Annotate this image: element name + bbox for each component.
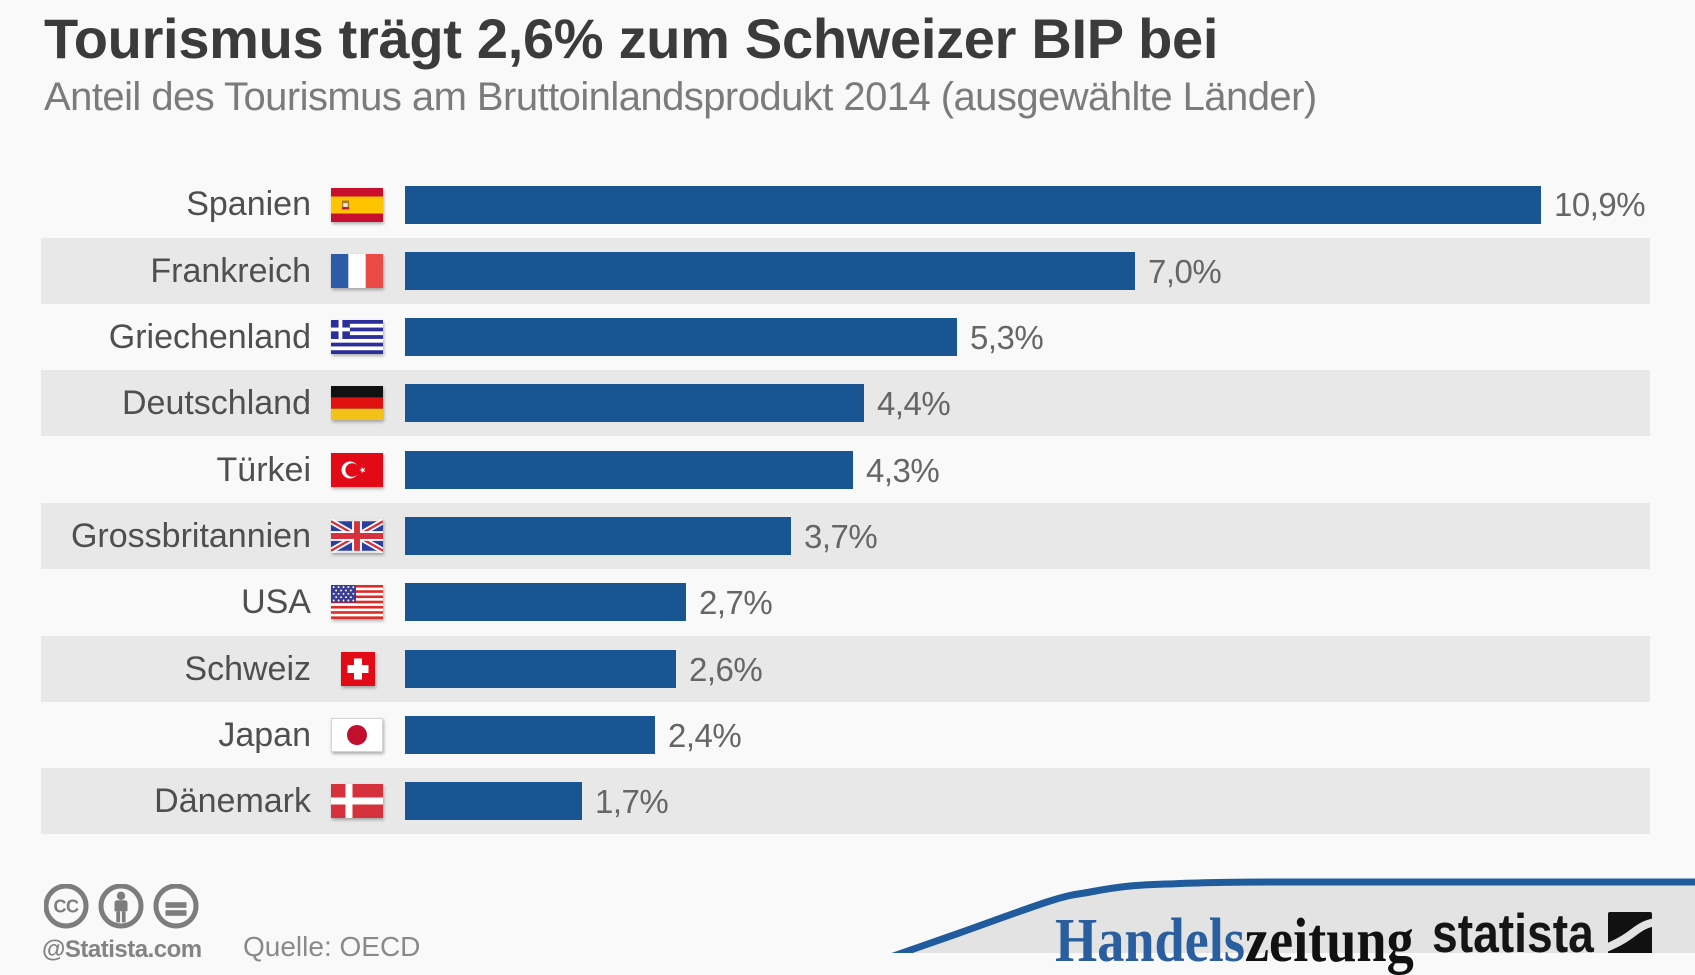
svg-text:CC: CC [54,897,79,917]
